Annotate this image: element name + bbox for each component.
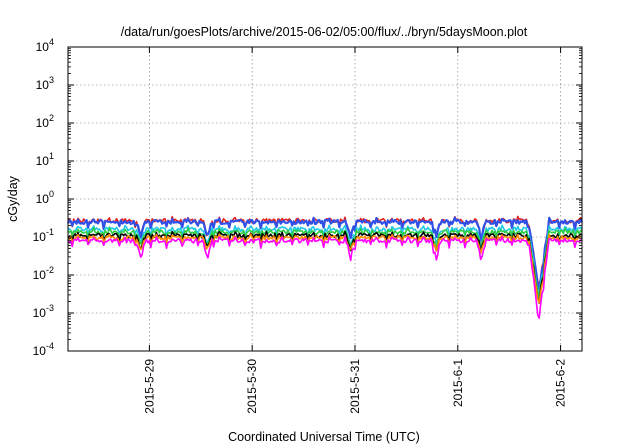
grid-lines: [68, 47, 582, 351]
x-axis-label: Coordinated Universal Time (UTC): [228, 430, 420, 444]
x-axis: 2015-5-29 2015-5-30 2015-5-31 2015-6-1 2015-…: [142, 47, 568, 414]
x-tick-label: 2015-6-2: [554, 359, 568, 407]
series-line: [67, 215, 583, 287]
series-lines: [67, 215, 583, 320]
x-tick-label: 2015-5-29: [142, 359, 156, 414]
y-tick-label: 10-4: [33, 341, 54, 358]
x-tick-label: 2015-5-30: [245, 359, 259, 414]
y-tick-label: 101: [36, 151, 54, 168]
series-line: [67, 216, 583, 290]
y-tick-label: 10-3: [33, 303, 54, 320]
y-tick-label: 104: [36, 37, 54, 54]
chart-title: /data/run/goesPlots/archive/2015-06-02/0…: [121, 25, 528, 39]
y-tick-label: 10-2: [33, 265, 54, 282]
series-line: [67, 236, 583, 320]
y-axis-label: cGy/day: [6, 175, 20, 222]
x-tick-label: 2015-6-1: [451, 359, 465, 407]
x-tick-label: 2015-5-31: [348, 359, 362, 414]
y-tick-label: 102: [36, 113, 54, 130]
y-axis: 10-4 10-3 10-2 10-1 100 101 102 103 104: [33, 37, 582, 358]
y-tick-label: 100: [36, 189, 54, 206]
y-tick-label: 10-1: [33, 227, 54, 244]
y-tick-label: 103: [36, 75, 54, 92]
